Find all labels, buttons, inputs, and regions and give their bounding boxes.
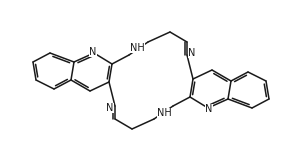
- Text: NH: NH: [157, 109, 172, 118]
- Text: N: N: [89, 47, 97, 57]
- Text: N: N: [205, 104, 213, 114]
- Text: N: N: [106, 103, 114, 113]
- Text: NH: NH: [130, 43, 145, 52]
- Text: N: N: [188, 48, 196, 58]
